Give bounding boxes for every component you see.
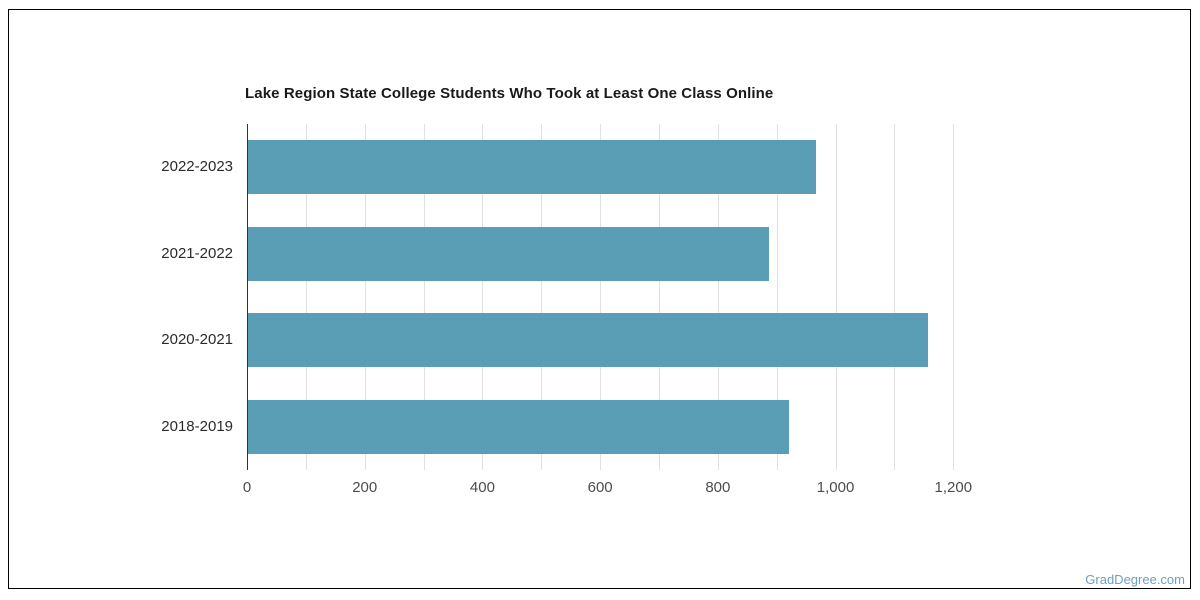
- gridline-700: [659, 124, 660, 470]
- watermark-link[interactable]: GradDegree.com: [1085, 572, 1185, 587]
- gridline-1000: [835, 124, 837, 470]
- bar-2018-2019[interactable]: [248, 399, 790, 454]
- chart-frame: [8, 9, 1191, 589]
- x-axis-tick-label: 800: [705, 479, 731, 496]
- x-axis-tick-label: 1,200: [934, 479, 973, 496]
- y-axis-label: 2020-2021: [161, 331, 233, 349]
- gridline-1200: [953, 124, 955, 470]
- x-axis-tick-label: 400: [469, 479, 495, 496]
- gridline-500: [541, 124, 543, 470]
- x-axis-tick-label: 600: [587, 479, 613, 496]
- x-axis-tick-label: 1,000: [816, 479, 855, 496]
- x-axis-tick-label: 0: [242, 479, 252, 496]
- chart-title: Lake Region State College Students Who T…: [245, 85, 774, 102]
- y-axis-label: 2022-2023: [161, 158, 233, 176]
- gridline-900: [776, 124, 778, 470]
- gridline-1100: [894, 124, 896, 470]
- x-axis-tick-label: 200: [352, 479, 378, 496]
- gridline-600: [600, 124, 602, 470]
- bar-2020-2021[interactable]: [248, 313, 928, 368]
- y-axis-line: [247, 124, 248, 470]
- gridline-300: [423, 124, 425, 470]
- bar-2022-2023[interactable]: [248, 140, 816, 195]
- y-axis-label: 2018-2019: [161, 417, 233, 435]
- gridline-200: [364, 124, 366, 470]
- bar-2021-2022[interactable]: [248, 226, 769, 281]
- gridline-100: [305, 124, 307, 470]
- gridline-400: [482, 124, 484, 470]
- y-axis-label: 2021-2022: [161, 244, 233, 262]
- gridline-800: [717, 124, 719, 470]
